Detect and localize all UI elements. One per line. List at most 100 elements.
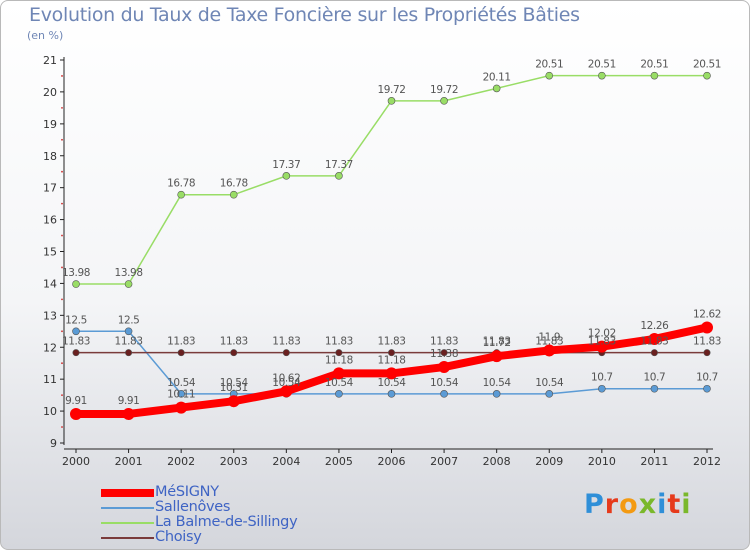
brand-letter: x [638, 489, 658, 520]
data-label-mesigny: 12.62 [693, 308, 721, 320]
y-tick-label: 12 [43, 341, 57, 354]
data-label-choisy: 11.83 [325, 336, 353, 348]
y-minor-tick [61, 234, 63, 237]
data-label-la-balme: 17.37 [325, 159, 353, 171]
data-label-sallenoves: 10.54 [483, 377, 512, 389]
data-label-sallenoves: 10.54 [377, 377, 406, 389]
data-label-mesigny: 11.18 [325, 354, 353, 366]
y-tick-label: 15 [43, 246, 57, 259]
data-label-sallenoves: 10.7 [591, 372, 613, 384]
data-label-choisy: 11.83 [535, 336, 563, 348]
y-minor-tick [61, 138, 63, 141]
x-tick-label: 2009 [535, 455, 563, 468]
data-label-sallenoves: 10.54 [325, 377, 354, 389]
data-point-mesigny [122, 407, 135, 420]
chart-axes: 9 10 11 12 13 14 15 16 17 18 19 20 21 2000 2001 2002 200… [43, 54, 721, 468]
data-point-sallenoves [335, 390, 343, 398]
chart-title: Evolution du Taux de Taxe Foncière sur l… [29, 4, 580, 26]
x-tick-label: 2002 [167, 455, 195, 468]
data-point-mesigny [648, 332, 661, 345]
data-label-la-balme: 19.72 [377, 84, 405, 96]
data-point-la-balme [492, 84, 501, 93]
data-point-choisy [125, 349, 133, 357]
x-tick-label: 2004 [272, 455, 300, 468]
legend-label-mesigny: MéSIGNY [155, 484, 219, 500]
data-point-sallenoves [124, 327, 133, 336]
data-label-sallenoves: 10.7 [696, 372, 718, 384]
brand-letter: i [657, 489, 668, 520]
data-point-mesigny [543, 344, 556, 357]
data-label-sallenoves: 12.5 [65, 314, 87, 326]
data-label-choisy: 11.83 [115, 336, 143, 348]
data-label-sallenoves: 12.5 [118, 314, 140, 326]
data-label-choisy: 11.83 [693, 336, 721, 348]
y-tick-label: 13 [43, 309, 57, 322]
y-minor-tick [61, 106, 63, 109]
data-label-la-balme: 20.51 [693, 59, 721, 71]
y-tick-label: 16 [43, 214, 57, 227]
data-label-la-balme: 17.37 [272, 159, 300, 171]
data-point-la-balme [229, 190, 238, 199]
y-tick-label: 14 [43, 277, 57, 290]
x-tick-label: 2001 [115, 455, 143, 468]
brand-letter: t [667, 489, 682, 520]
data-point-mesigny [175, 401, 188, 414]
data-point-mesigny [227, 395, 240, 408]
data-point-choisy [72, 349, 80, 357]
y-tick-label: 9 [50, 437, 57, 450]
data-label-choisy: 11.83 [640, 336, 668, 348]
data-label-mesigny: 9.91 [118, 395, 140, 407]
data-label-mesigny: 12.02 [588, 328, 616, 340]
y-minor-tick [61, 298, 63, 301]
legend-swatch-choisy [101, 537, 154, 539]
legend-label-la-balme: La Balme-de-Sillingy [155, 514, 298, 530]
data-label-mesigny: 11.72 [483, 337, 511, 349]
x-tick-label: 2012 [693, 455, 721, 468]
data-point-la-balme [545, 71, 554, 80]
data-point-mesigny [332, 367, 345, 380]
y-tick-label: 19 [43, 118, 57, 131]
y-tick-label: 21 [43, 54, 57, 67]
y-minor-tick [61, 394, 63, 397]
data-label-mesigny: 12.26 [640, 320, 669, 332]
data-label-mesigny: 10.31 [220, 382, 248, 394]
y-minor-tick [61, 170, 63, 173]
data-point-sallenoves [598, 384, 606, 393]
data-label-choisy: 11.83 [377, 336, 405, 348]
x-tick-label: 2006 [378, 455, 406, 468]
data-point-la-balme [440, 97, 448, 105]
data-label-sallenoves: 10.54 [535, 377, 564, 389]
x-tick-label: 2000 [62, 455, 90, 468]
data-point-choisy [387, 349, 395, 357]
data-label-sallenoves: 10.54 [220, 377, 249, 389]
brand-letter: o [619, 489, 639, 520]
legend-swatch-la-balme [101, 522, 154, 524]
data-label-choisy: 11.83 [430, 336, 458, 348]
data-point-choisy [335, 349, 343, 357]
data-point-la-balme [282, 172, 291, 180]
data-label-la-balme: 20.11 [483, 71, 511, 83]
data-point-la-balme [177, 190, 185, 199]
data-point-mesigny [595, 340, 608, 353]
y-minor-tick [61, 75, 63, 77]
data-point-sallenoves [545, 390, 554, 398]
data-label-choisy: 11.83 [483, 336, 511, 348]
data-point-mesigny [280, 385, 293, 398]
data-label-la-balme: 13.98 [62, 267, 90, 279]
brand-logo: Proxiti [584, 489, 692, 520]
chart-plot [70, 71, 713, 420]
y-tick-label: 20 [43, 86, 57, 99]
x-tick-label: 2005 [325, 455, 353, 468]
brand-letter: r [604, 489, 620, 520]
legend-label-choisy: Choisy [155, 529, 202, 545]
y-axis-unit: (en %) [27, 29, 64, 42]
x-tick-label: 2010 [588, 455, 616, 468]
data-label-la-balme: 20.51 [640, 59, 668, 71]
data-point-sallenoves [703, 384, 711, 393]
data-label-la-balme: 16.78 [167, 178, 195, 190]
y-minor-tick [61, 426, 63, 428]
y-minor-tick [61, 362, 63, 365]
data-label-sallenoves: 10.54 [272, 377, 301, 389]
